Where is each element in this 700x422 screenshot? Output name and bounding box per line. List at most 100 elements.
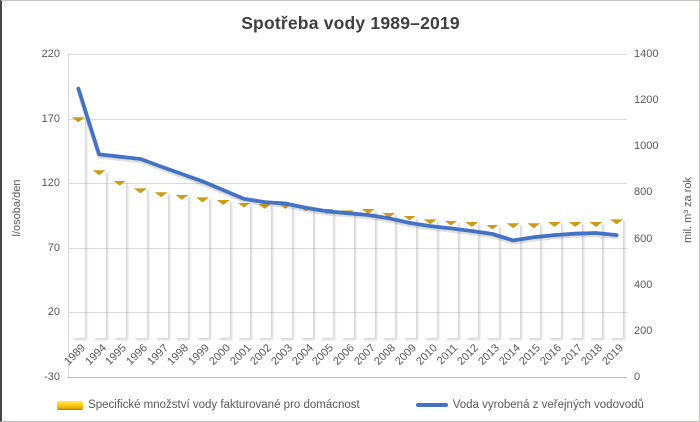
bar-bevel (92, 170, 106, 176)
bar-bevel (278, 203, 292, 209)
bar-2009 (403, 215, 417, 339)
gridline (68, 248, 627, 249)
bar-2012 (465, 221, 479, 338)
bar-1994 (92, 170, 106, 338)
x-axis-label-2005: 2005 (310, 342, 337, 368)
x-axis-label-2003: 2003 (269, 342, 295, 368)
bar-2018 (589, 221, 603, 338)
right-axis-tick-label: 1400 (634, 48, 659, 60)
bar-bevel (610, 219, 624, 225)
bar-bevel (71, 117, 85, 123)
bar-bevel (485, 224, 499, 230)
left-axis-tick-label: 20 (47, 306, 60, 318)
bar-bevel (113, 180, 127, 186)
x-axis-label-2011: 2011 (435, 342, 461, 368)
bar-2019 (610, 219, 624, 338)
bar-2010 (423, 219, 437, 338)
bar-bevel (548, 221, 562, 227)
x-axis-label-2006: 2006 (331, 342, 357, 368)
x-axis-label-2000: 2000 (206, 342, 233, 368)
bar-bevel (361, 209, 375, 215)
right-axis-title: mil. m³ za rok (682, 177, 694, 243)
bar-2007 (361, 209, 375, 338)
y-axis-line (68, 54, 69, 377)
legend-label-line: Voda vyrobená z veřejných vodovodů (452, 399, 644, 411)
x-axis-label-2018: 2018 (579, 342, 606, 368)
x-axis-label-2017: 2017 (558, 342, 585, 368)
gridline (68, 312, 627, 313)
bar-1996 (133, 188, 147, 338)
bar-bevel (196, 197, 210, 203)
x-axis-label-2019: 2019 (600, 342, 627, 368)
bar-bevel (423, 219, 437, 225)
x-axis-label-2012: 2012 (455, 342, 482, 368)
bar-1989 (71, 117, 85, 338)
x-axis-label-1996: 1996 (124, 342, 150, 368)
x-axis-label-2013: 2013 (476, 342, 502, 368)
x-axis-label-2004: 2004 (289, 342, 316, 368)
x-axis-label-1995: 1995 (103, 342, 130, 368)
gridline (68, 54, 627, 55)
legend: Specifické množství vody fakturované pro… (2, 399, 699, 411)
bar-bevel (403, 215, 417, 221)
x-axis-label-2007: 2007 (351, 342, 378, 368)
bar-bevel (216, 199, 230, 205)
x-axis-label-1994: 1994 (82, 342, 109, 368)
bar-bevel (382, 212, 396, 218)
left-axis-tick-label: 220 (41, 48, 60, 60)
bar-2003 (278, 203, 292, 338)
right-axis-tick-label: 400 (634, 279, 653, 291)
bar-bevel (568, 221, 582, 227)
bar-2000 (216, 199, 230, 338)
bar-bevel (527, 223, 541, 229)
right-axis-tick-label: 600 (634, 233, 653, 245)
bar-1998 (175, 194, 189, 338)
bar-1995 (113, 180, 127, 339)
x-axis-label-2015: 2015 (517, 342, 544, 368)
legend-item-line: Voda vyrobená z veřejných vodovodů (415, 399, 644, 411)
left-axis-tick-label: 170 (41, 113, 60, 125)
bar-2008 (382, 212, 396, 338)
bar-bevel (175, 194, 189, 200)
bar-2017 (568, 221, 582, 338)
left-axis-tick-label: 70 (47, 242, 60, 254)
bar-2011 (444, 220, 458, 339)
x-axis-label-2008: 2008 (372, 342, 399, 368)
bar-2014 (506, 223, 520, 338)
bar-bevel (506, 223, 520, 229)
bar-2004 (299, 206, 313, 338)
bar-1999 (196, 197, 210, 338)
bar-2016 (548, 221, 562, 338)
bar-bevel (341, 210, 354, 216)
bar-bevel (299, 206, 313, 212)
chart-title: Spotřeba vody 1989–2019 (241, 13, 460, 33)
x-axis-label-1999: 1999 (186, 342, 213, 368)
bar-bevel (133, 188, 147, 194)
bar-2015 (527, 223, 541, 338)
legend-label-bars: Specifické množství vody fakturované pro… (88, 399, 360, 411)
x-axis-line (68, 377, 627, 378)
bar-bevel (589, 221, 603, 227)
bar-bevel (258, 203, 272, 209)
gridline (68, 119, 627, 120)
right-axis-tick-label: 1000 (634, 140, 659, 152)
left-axis-tick-label: -30 (44, 371, 60, 383)
x-axis-label-2009: 2009 (393, 342, 420, 368)
bar-bevel (465, 221, 479, 227)
bar-bevel (154, 192, 168, 198)
right-axis-tick-label: 0 (634, 371, 641, 383)
left-axis-tick-label: 120 (41, 177, 60, 189)
bar-1997 (154, 192, 168, 338)
x-axis-label-1989: 1989 (62, 342, 88, 368)
bar-2002 (258, 203, 272, 338)
x-axis-label-2014: 2014 (496, 342, 523, 368)
left-axis-title: l/osoba/den (11, 179, 23, 237)
bar-2001 (237, 202, 251, 339)
x-axis-label-2002: 2002 (248, 342, 275, 368)
legend-item-bars: Specifické množství vody fakturované pro… (57, 399, 360, 411)
gridline (68, 183, 627, 184)
bar-2005 (320, 209, 334, 338)
x-axis-label-1998: 1998 (165, 342, 192, 368)
bar-series-swatch-icon (57, 400, 84, 410)
